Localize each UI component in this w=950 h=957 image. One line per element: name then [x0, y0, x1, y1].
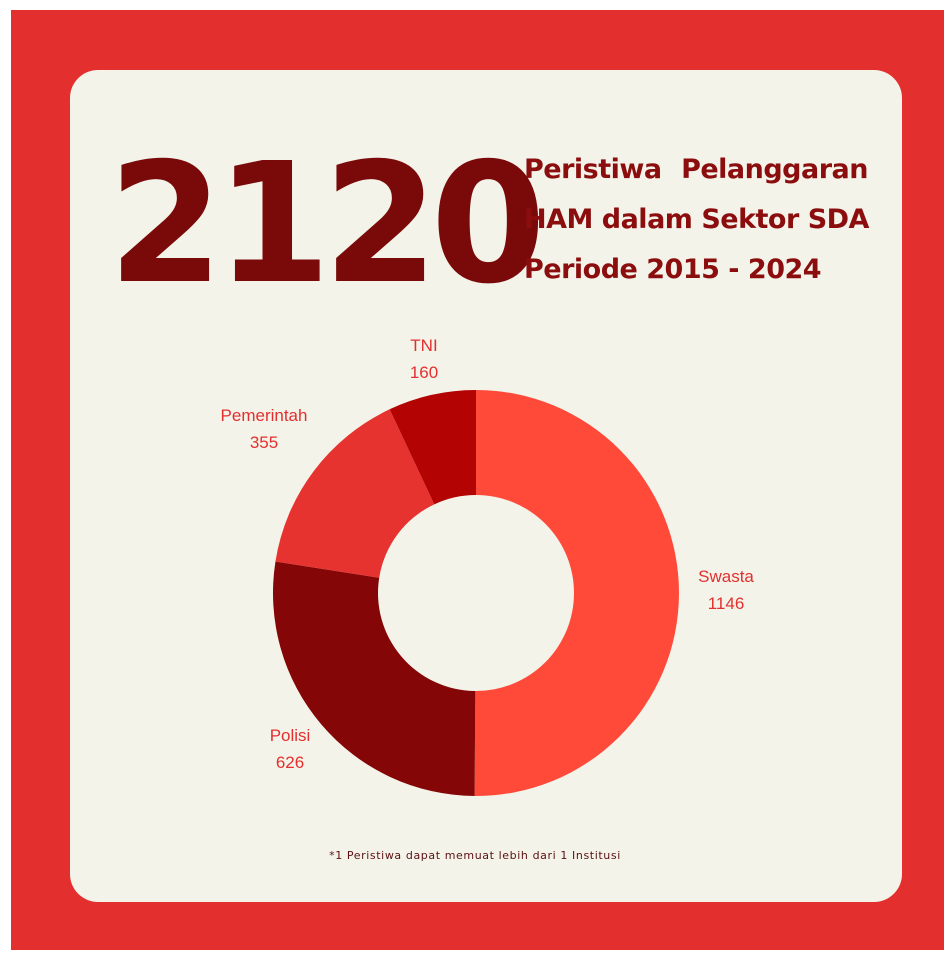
slice-value-tni: 160 [410, 363, 438, 382]
slice-label-swasta: Swasta [698, 567, 754, 586]
headline-word-peristiwa: Peristiwa [524, 154, 662, 185]
slice-label-tni: TNI [410, 336, 437, 355]
slice-label-polisi: Polisi [270, 726, 311, 745]
donut-slice-swasta [474, 390, 679, 796]
donut-slice-tni [389, 390, 476, 505]
slice-value-swasta: 1146 [708, 594, 745, 613]
donut-slice-pemerintah [275, 409, 435, 578]
donut-slice-polisi [272, 561, 476, 796]
slice-value-pemerintah: 355 [250, 433, 278, 452]
footnote: *1 Peristiwa dapat memuat lebih dari 1 I… [329, 849, 621, 862]
headline-word-pelanggaran: Pelanggaran [681, 154, 868, 185]
headline: Peristiwa Pelanggaran HAM dalam Sektor S… [524, 145, 869, 295]
total-count: 2120 [108, 128, 546, 321]
slice-label-pemerintah: Pemerintah [221, 406, 308, 425]
slice-value-polisi: 626 [276, 753, 304, 772]
headline-line-3: Periode 2015 - 2024 [524, 254, 822, 285]
headline-line-1: Peristiwa Pelanggaran [524, 145, 868, 195]
headline-line-2: HAM dalam Sektor SDA [524, 204, 869, 235]
